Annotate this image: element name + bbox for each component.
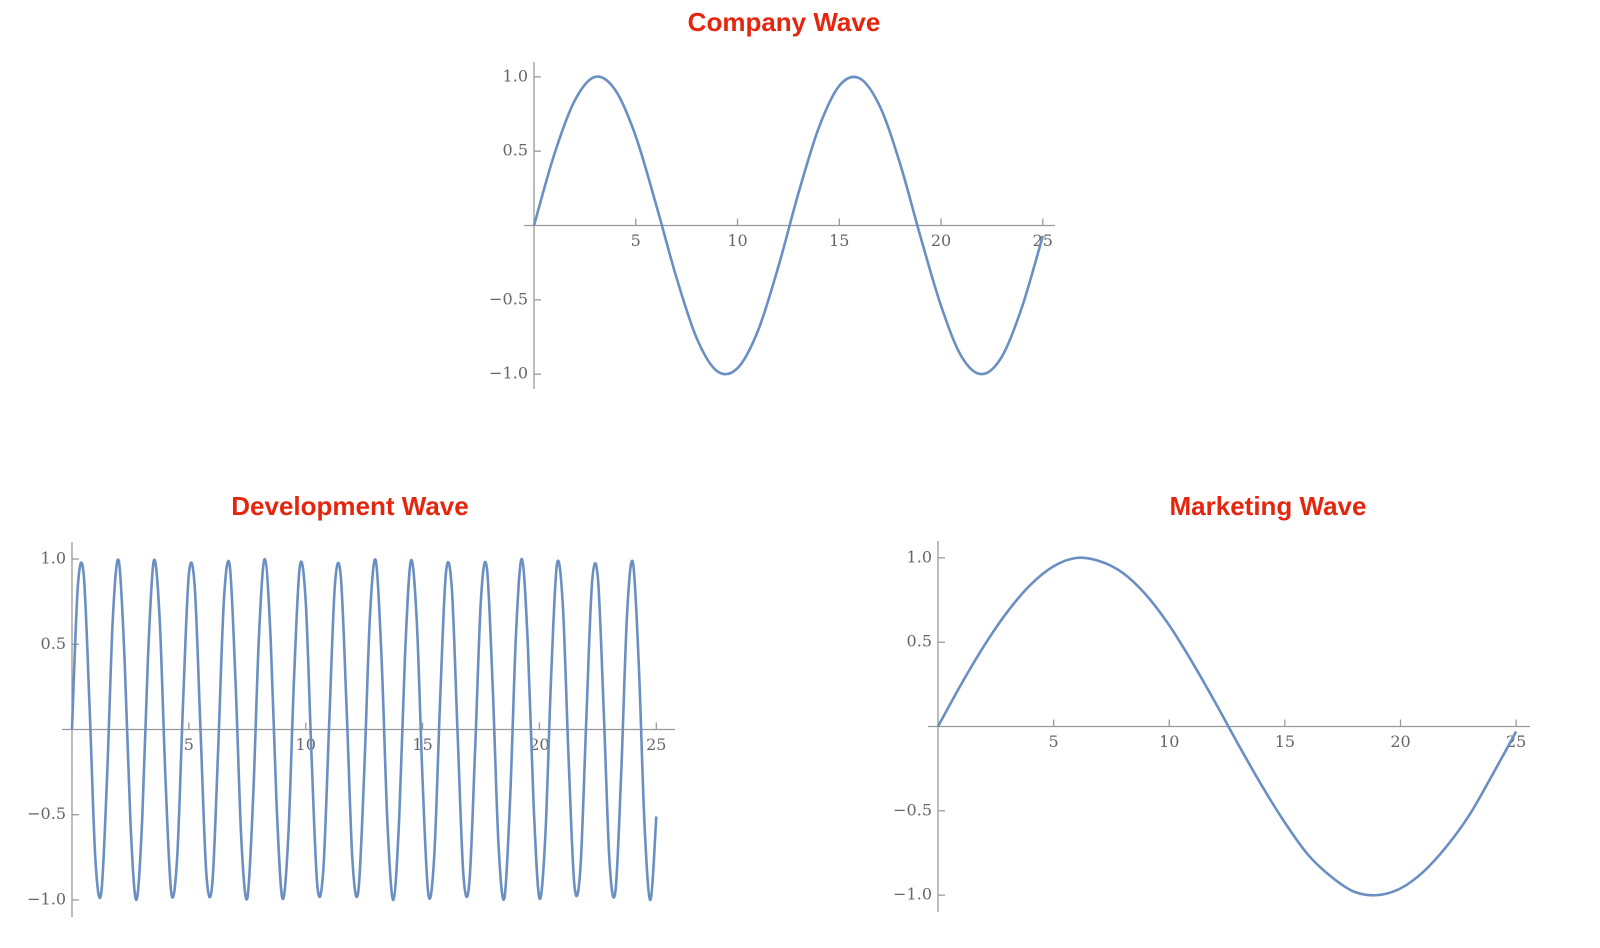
x-tick-label: 5: [184, 735, 194, 754]
x-tick-label: 20: [1390, 732, 1410, 751]
x-tick-label: 5: [1049, 732, 1059, 751]
y-tick-label: −0.5: [489, 289, 528, 308]
x-tick-label: 20: [529, 735, 549, 754]
wave-line: [936, 556, 1518, 897]
y-tick-label: −1.0: [27, 889, 66, 908]
y-tick-label: 1.0: [907, 547, 932, 566]
x-tick-label: 10: [296, 735, 316, 754]
x-tick-label: 25: [646, 735, 666, 754]
wave-line: [70, 557, 658, 902]
y-tick-label: −0.5: [893, 800, 932, 819]
x-tick-label: 15: [412, 735, 432, 754]
y-tick-label: 1.0: [503, 66, 528, 85]
x-tick-label: 20: [931, 231, 951, 250]
chart-title: Development Wave: [231, 491, 468, 521]
chart-title: Company Wave: [688, 7, 881, 37]
y-tick-label: 0.5: [907, 632, 932, 651]
x-tick-label: 5: [631, 231, 641, 250]
x-tick-label: 10: [1159, 732, 1179, 751]
y-tick-label: −1.0: [489, 364, 528, 383]
x-tick-label: 15: [829, 231, 849, 250]
y-tick-label: 1.0: [41, 549, 66, 568]
x-tick-label: 25: [1506, 732, 1526, 751]
x-tick-label: 10: [727, 231, 747, 250]
y-tick-label: 0.5: [503, 141, 528, 160]
chart-title: Marketing Wave: [1170, 491, 1367, 521]
y-tick-label: 0.5: [41, 634, 66, 653]
y-tick-label: −0.5: [27, 804, 66, 823]
x-tick-label: 15: [1275, 732, 1295, 751]
wave-line: [532, 75, 1045, 376]
y-tick-label: −1.0: [893, 885, 932, 904]
